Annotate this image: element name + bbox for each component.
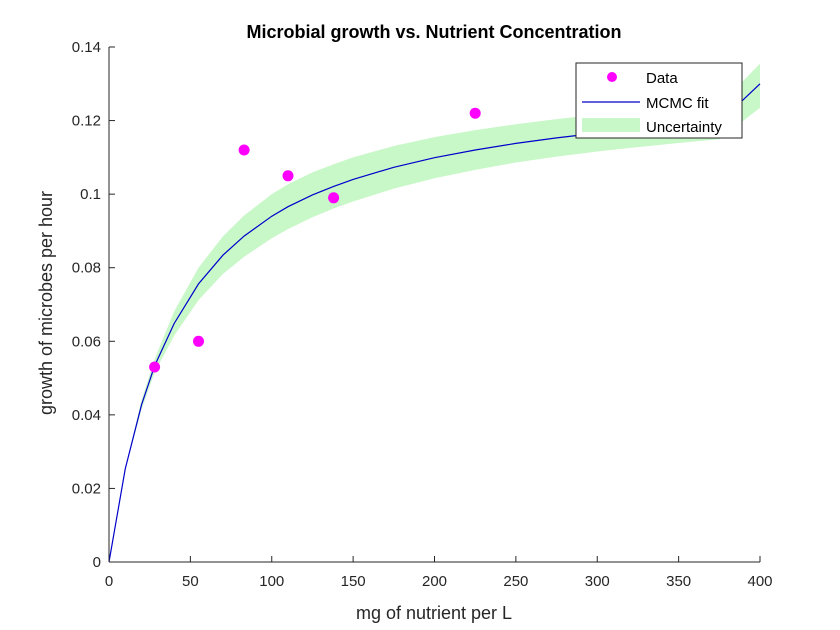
y-tick-label: 0.08 bbox=[72, 260, 101, 277]
x-tick-label: 100 bbox=[259, 573, 284, 590]
legend-band-swatch bbox=[582, 118, 640, 132]
y-tick-label: 0 bbox=[93, 554, 101, 571]
y-tick-label: 0.02 bbox=[72, 480, 101, 497]
x-tick-label: 300 bbox=[585, 573, 610, 590]
x-tick-label: 350 bbox=[666, 573, 691, 590]
y-tick-label: 0.06 bbox=[72, 333, 101, 350]
data-point-layer bbox=[149, 107, 481, 373]
y-tick-label: 0.12 bbox=[72, 113, 101, 130]
chart-title: Microbial growth vs. Nutrient Concentrat… bbox=[246, 22, 621, 42]
legend-label-fit: MCMC fit bbox=[646, 95, 709, 112]
data-point bbox=[193, 335, 204, 347]
x-tick-label: 0 bbox=[105, 573, 113, 590]
legend-label-data: Data bbox=[646, 70, 678, 87]
data-point bbox=[469, 107, 481, 119]
data-point bbox=[328, 192, 340, 204]
x-axis-title: mg of nutrient per L bbox=[356, 603, 512, 623]
y-tick-label: 0.1 bbox=[80, 186, 101, 203]
x-axis-ticks: 0 50 100 150 200 250 300 350 400 bbox=[105, 556, 773, 590]
legend-data-marker bbox=[607, 72, 617, 82]
legend: Data MCMC fit Uncertainty bbox=[575, 62, 743, 139]
data-point bbox=[282, 170, 294, 182]
y-tick-label: 0.04 bbox=[72, 407, 101, 424]
legend-label-uncertainty: Uncertainty bbox=[646, 119, 722, 136]
y-tick-label: 0.14 bbox=[72, 39, 101, 56]
x-tick-label: 250 bbox=[503, 573, 528, 590]
x-tick-label: 150 bbox=[341, 573, 366, 590]
data-point bbox=[149, 361, 161, 373]
y-axis-ticks: 0 0.02 0.04 0.06 0.08 0.1 0.12 0.14 bbox=[72, 39, 115, 571]
y-axis-title: growth of microbes per hour bbox=[36, 191, 56, 415]
x-tick-label: 400 bbox=[747, 573, 772, 590]
x-tick-label: 50 bbox=[182, 573, 199, 590]
x-tick-label: 200 bbox=[422, 573, 447, 590]
data-point bbox=[238, 144, 250, 156]
